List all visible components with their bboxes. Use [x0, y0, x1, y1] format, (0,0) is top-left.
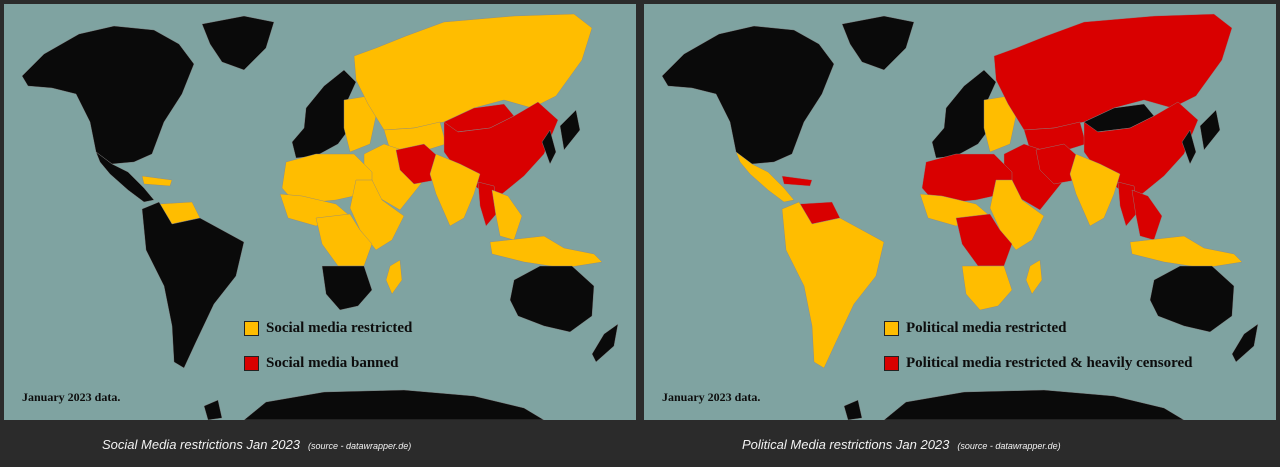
region-russia	[993, 13, 1233, 131]
region-southern-africa	[961, 265, 1013, 311]
region-indonesia	[489, 235, 603, 269]
region-antarctica	[843, 389, 1185, 420]
caption-social: Social Media restrictions Jan 2023 (sourc…	[102, 436, 411, 454]
region-india	[429, 153, 481, 227]
region-madagascar	[385, 259, 403, 295]
region-caribbean	[141, 175, 173, 187]
region-east-africa	[989, 179, 1045, 251]
region-korea-japan	[541, 109, 581, 165]
legend-swatch	[884, 355, 899, 371]
region-russia	[353, 13, 593, 131]
region-central-africa	[955, 213, 1013, 267]
region-greenland	[201, 15, 275, 71]
caption-title: Social Media restrictions Jan 2023	[102, 437, 300, 452]
region-australia	[509, 265, 595, 333]
legend-label: Political media restricted	[906, 319, 1067, 336]
legend: Political media restricted Political med…	[884, 318, 1192, 388]
map-panel-political: Political media restricted Political med…	[644, 4, 1276, 420]
legend-swatch	[244, 355, 259, 371]
region-new-zealand	[591, 323, 619, 363]
region-southeast-asia	[1131, 189, 1163, 241]
region-central-africa	[315, 213, 373, 267]
legend-item-banned: Social media banned	[244, 353, 412, 373]
caption-political: Political Media restrictions Jan 2023 (so…	[742, 436, 1061, 454]
map-panel-social: Social media restricted Social media ban…	[4, 4, 636, 420]
world-map-social	[21, 13, 619, 420]
data-date-note: January 2023 data.	[22, 390, 121, 404]
region-india	[1069, 153, 1121, 227]
region-east-africa	[349, 179, 405, 251]
region-central-america	[735, 151, 795, 203]
world-map-political	[661, 13, 1259, 420]
legend-item-restricted: Political media restricted	[884, 318, 1192, 338]
caption-title: Political Media restrictions Jan 2023	[742, 437, 950, 452]
region-madagascar	[1025, 259, 1043, 295]
legend-item-censored: Political media restricted & heavily cen…	[884, 353, 1192, 373]
region-indonesia	[1129, 235, 1243, 269]
region-korea-japan	[1181, 109, 1221, 165]
legend-item-restricted: Social media restricted	[244, 318, 412, 338]
region-north-america	[21, 25, 195, 165]
legend-swatch	[884, 320, 899, 336]
region-new-zealand	[1231, 323, 1259, 363]
legend-label: Social media restricted	[266, 319, 413, 336]
region-southeast-asia	[491, 189, 523, 241]
region-southern-africa	[321, 265, 373, 311]
legend-swatch	[244, 320, 259, 336]
caption-source: (source - datawrapper.de)	[308, 441, 412, 451]
region-greenland	[841, 15, 915, 71]
region-south-america	[141, 201, 245, 369]
caption-source: (source - datawrapper.de)	[957, 441, 1061, 451]
region-central-america	[95, 151, 155, 203]
region-caribbean	[781, 175, 813, 187]
legend-label: Political media restricted & heavily cen…	[906, 354, 1193, 371]
data-date-note: January 2023 data.	[662, 390, 761, 404]
region-north-america	[661, 25, 835, 165]
legend: Social media restricted Social media ban…	[244, 318, 412, 388]
region-antarctica	[203, 389, 545, 420]
region-south-america	[781, 201, 885, 369]
region-australia	[1149, 265, 1235, 333]
legend-label: Social media banned	[266, 354, 399, 371]
